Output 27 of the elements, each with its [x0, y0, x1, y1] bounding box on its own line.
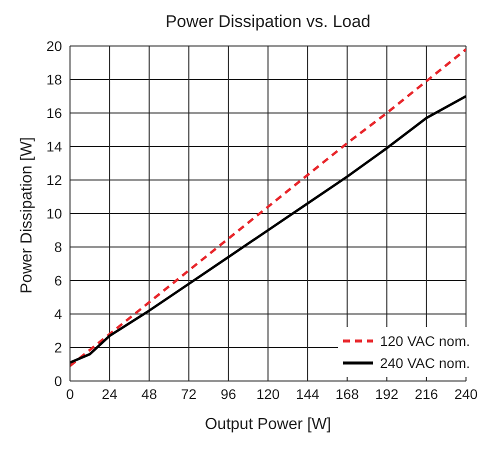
y-tick-label: 6	[54, 272, 62, 288]
x-tick-label: 168	[336, 386, 360, 402]
y-tick-label: 0	[54, 372, 62, 389]
y-tick-label: 16	[46, 104, 62, 121]
x-tick-label: 240	[454, 386, 478, 402]
legend-label: 240 VAC nom.	[380, 354, 470, 373]
y-tick-label: 2	[54, 339, 62, 356]
x-tick-label: 96	[220, 386, 236, 402]
x-tick-label: 120	[256, 386, 280, 402]
y-tick-label: 8	[54, 238, 62, 255]
y-tick-label: 10	[46, 205, 62, 222]
y-tick-label: 12	[46, 172, 62, 188]
y-tick-label: 20	[46, 38, 62, 54]
legend-label: 120 VAC nom.	[380, 332, 470, 351]
x-tick-label: 72	[181, 386, 197, 402]
x-tick-label: 216	[414, 386, 438, 402]
y-tick-label: 4	[54, 306, 62, 322]
y-tick-label: 18	[46, 71, 62, 88]
x-tick-label: 0	[66, 386, 74, 402]
x-tick-label: 192	[375, 386, 399, 402]
y-tick-label: 14	[46, 138, 62, 154]
x-tick-label: 144	[296, 386, 320, 402]
x-tick-label: 24	[102, 386, 118, 402]
x-tick-label: 48	[141, 386, 158, 402]
chart-title: Power Dissipation vs. Load	[164, 11, 372, 33]
y-axis-title: Power Dissipation [W]	[18, 137, 36, 294]
x-axis-title: Output Power [W]	[204, 416, 332, 433]
